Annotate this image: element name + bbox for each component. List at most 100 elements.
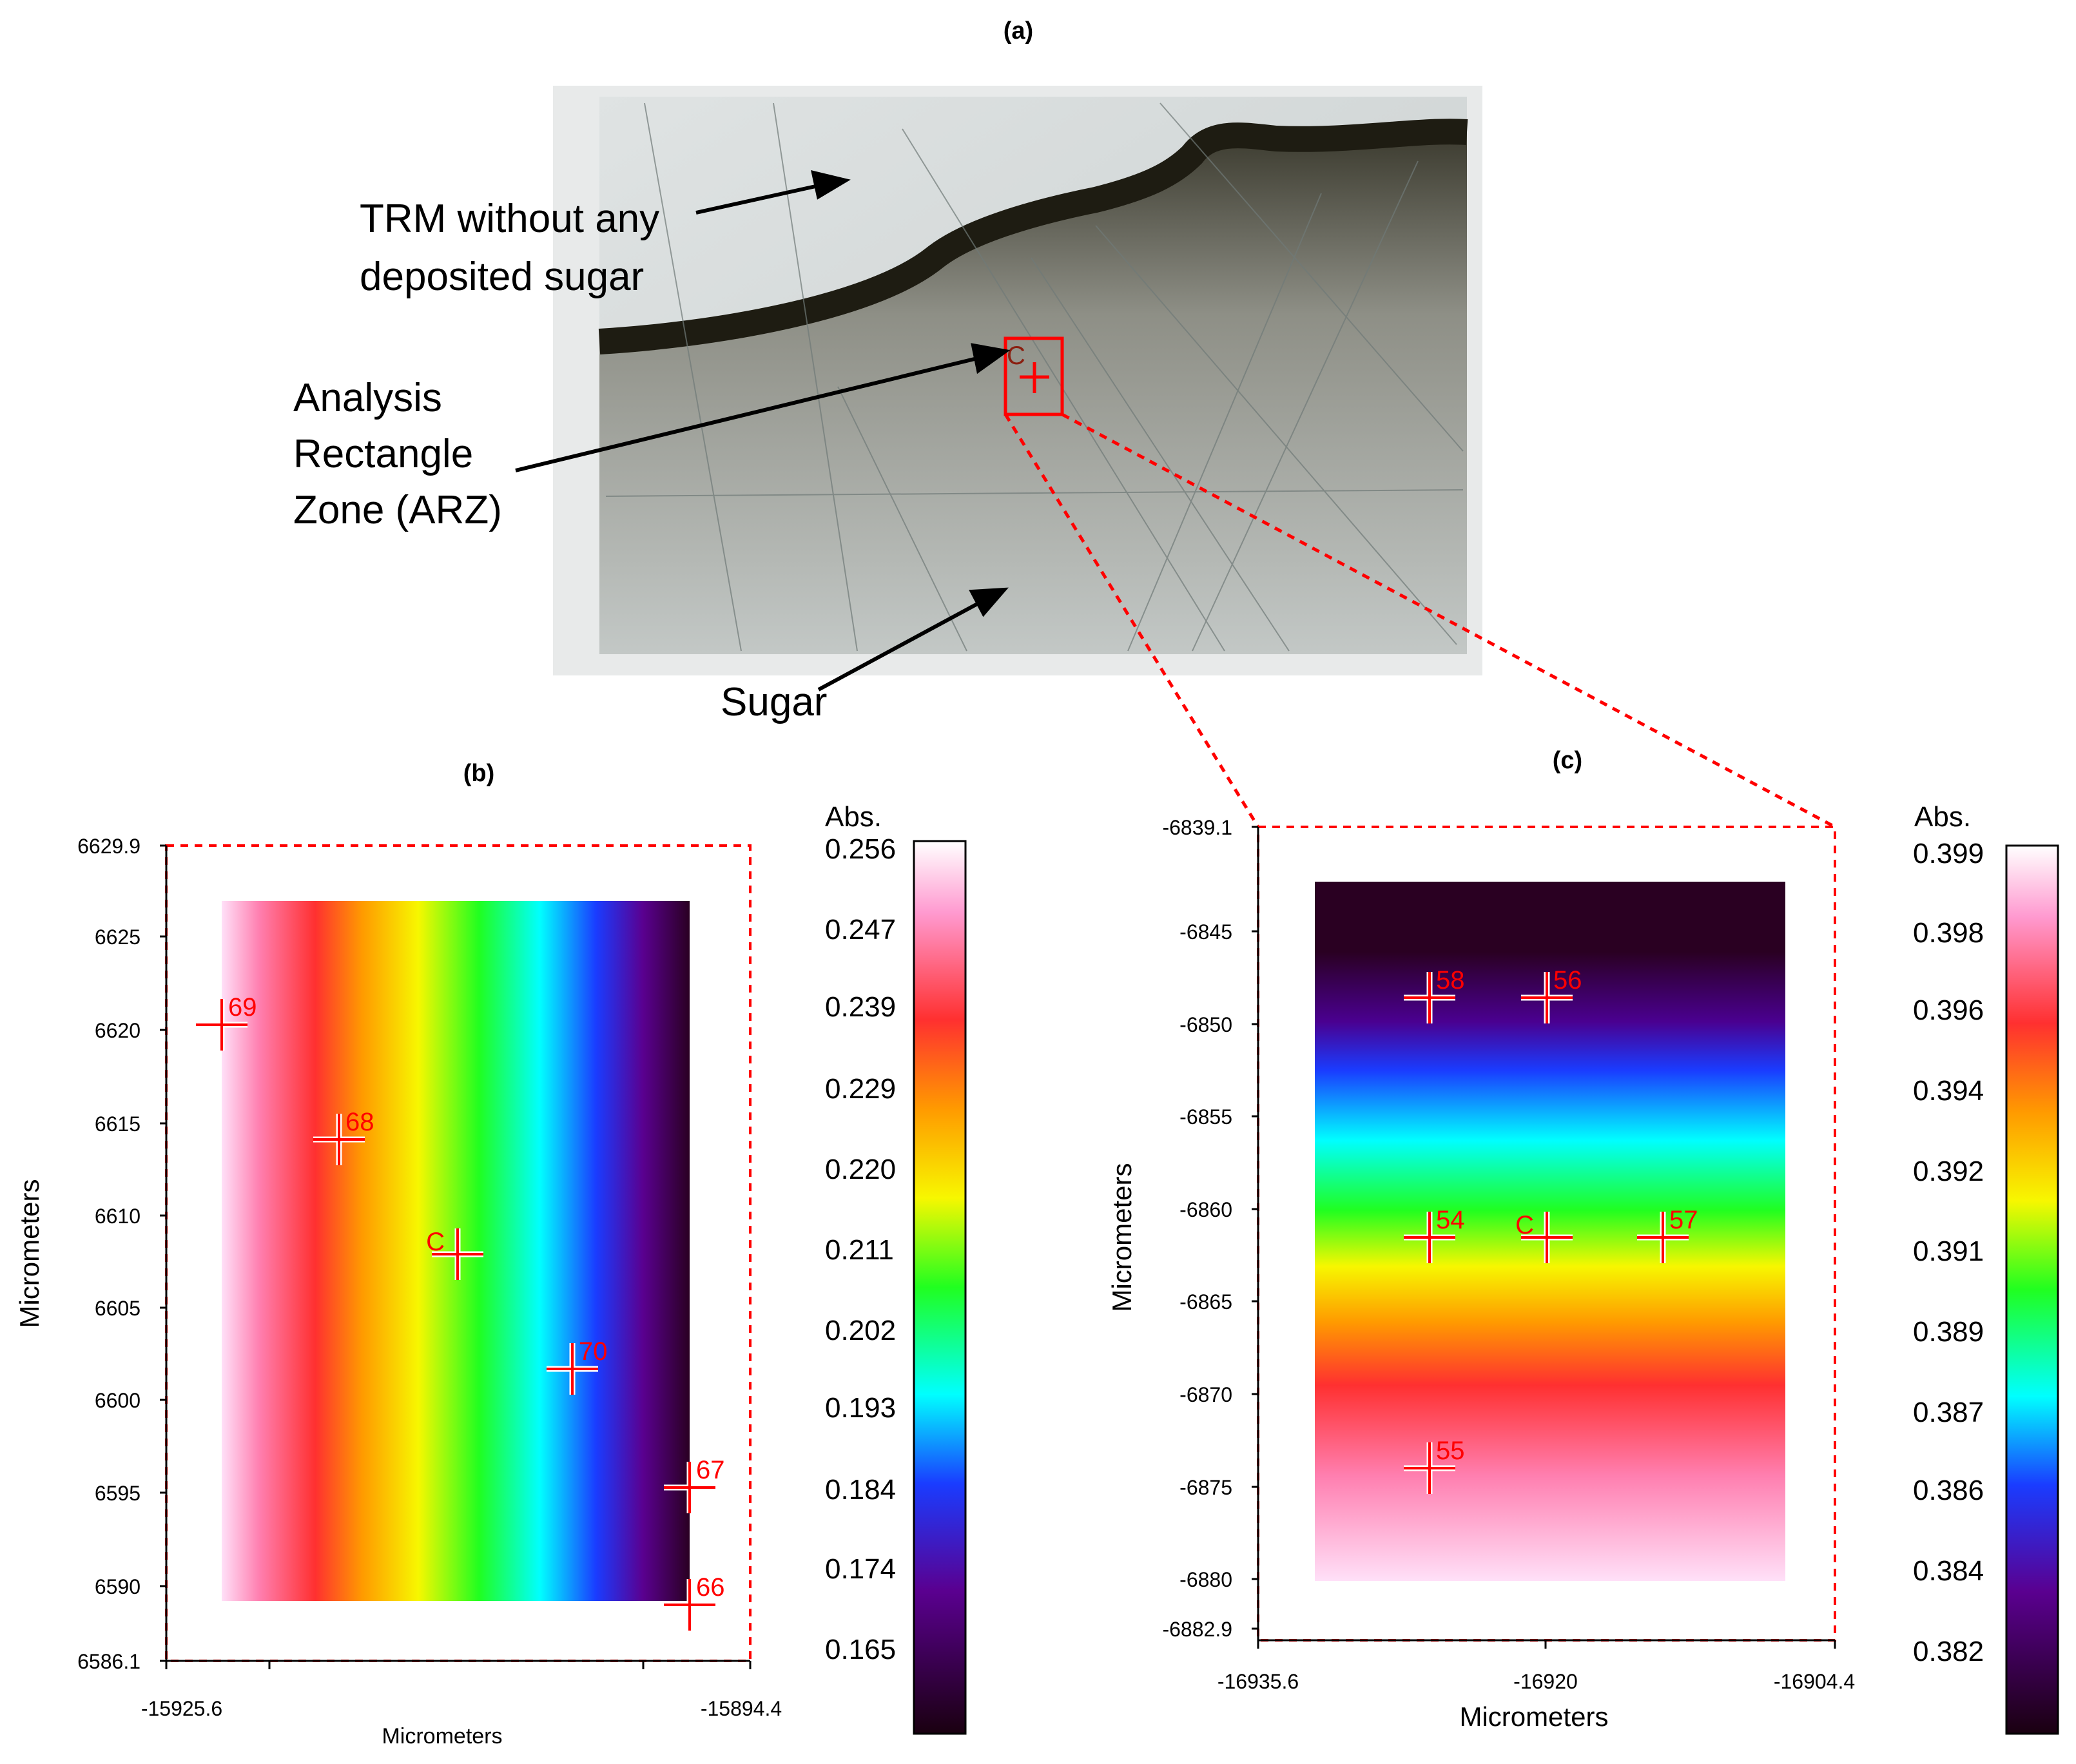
map-c-y-tick-label: -6850 <box>1179 1013 1232 1036</box>
map-point-label: 58 <box>1436 966 1465 994</box>
colorbar-c-tick-label: 0.392 <box>1913 1156 1984 1187</box>
arz-center-cross <box>1020 362 1049 393</box>
map-b-x-tick-label: -15894.4 <box>701 1697 782 1720</box>
colorbar-b-tick-label: 0.165 <box>825 1634 896 1665</box>
colorbar-c-bar <box>2005 844 2059 1735</box>
map-b-x-ticks: -15925.6 -15894.4 <box>141 1661 782 1720</box>
colorbar-b-ticks: 0.256 0.247 0.239 0.229 0.220 0.211 0.202 0.193… <box>825 833 896 1665</box>
colorbar-c-tick-label: 0.399 <box>1913 838 1984 869</box>
map-point-label: 66 <box>696 1573 725 1602</box>
zoom-lines <box>1004 412 1836 829</box>
annotation-trm-line1: TRM without any <box>360 197 659 241</box>
colorbar-b-tick-label: 0.174 <box>825 1553 896 1585</box>
colorbar-c-tick-label: 0.391 <box>1913 1236 1984 1267</box>
map-point-label: C <box>426 1228 445 1256</box>
map-point-label: C <box>1515 1211 1534 1239</box>
annotation-trm-line2: deposited sugar <box>360 255 644 299</box>
arz-rectangle <box>1004 336 1064 416</box>
map-c-point: C <box>1515 1211 1573 1263</box>
map-b-x-tick-label: -15925.6 <box>141 1697 222 1720</box>
map-c-x-ticks: -16935.6 -16920 -16904.4 <box>1217 1640 1855 1693</box>
map-c-point: 55 <box>1404 1437 1465 1494</box>
annotation-arz-line2: Rectangle <box>293 432 473 476</box>
map-c-y-ticks: -6839.1 -6845 -6850 -6855 -6860 -6865 -6870 -68… <box>1162 816 1258 1641</box>
map-b-points: 69 68 C 70 67 66 <box>196 993 725 1631</box>
map-c-x-tick-label: -16935.6 <box>1217 1670 1299 1693</box>
map-c-x-tick-label: -16904.4 <box>1774 1670 1855 1693</box>
map-c-x-label: Micrometers <box>1459 1701 1608 1732</box>
map-c-point: 57 <box>1637 1206 1698 1263</box>
map-point-label: 68 <box>345 1108 374 1136</box>
colorbar-c-tick-label: 0.384 <box>1913 1555 1984 1587</box>
map-c-y-tick-label: -6875 <box>1179 1476 1232 1499</box>
map-b-y-tick-label: 6615 <box>95 1112 141 1136</box>
map-point-label: 69 <box>228 993 257 1022</box>
colorbar-c-tick-label: 0.398 <box>1913 917 1984 949</box>
map-b-y-tick-label: 6595 <box>95 1482 141 1505</box>
arrow-head-trm <box>811 170 851 200</box>
map-b-point: 70 <box>547 1337 608 1395</box>
map-point-label: 57 <box>1669 1206 1698 1234</box>
map-b-y-tick-label: 6590 <box>95 1575 141 1598</box>
colorbar-b-tick-label: 0.184 <box>825 1474 896 1506</box>
map-b-y-tick-label: 6600 <box>95 1389 141 1412</box>
map-c-heatmap <box>1315 882 1785 1581</box>
map-b-y-tick-label: 6625 <box>95 926 141 949</box>
colorbar-c-tick-label: 0.394 <box>1913 1075 1984 1107</box>
map-point-label: 67 <box>696 1456 725 1484</box>
map-c-y-tick-label: -6845 <box>1179 920 1232 944</box>
map-point-label: 54 <box>1436 1206 1465 1234</box>
map-point-label: 70 <box>579 1337 608 1366</box>
map-b-x-label: Micrometers <box>382 1724 502 1749</box>
colorbar-b-bar <box>913 840 967 1735</box>
colorbar-c-tick-label: 0.382 <box>1913 1636 1984 1667</box>
colorbar-b-tick-label: 0.256 <box>825 833 896 865</box>
map-b-y-tick-label: 6605 <box>95 1297 141 1320</box>
panel-c-label: (c) <box>1553 747 1582 774</box>
map-b-point: 66 <box>664 1573 725 1631</box>
colorbar-c-tick-label: 0.396 <box>1913 994 1984 1026</box>
colorbar-c-ticks: 0.399 0.398 0.396 0.394 0.392 0.391 0.389 0.387… <box>1913 838 1984 1667</box>
map-c-y-tick-label: -6880 <box>1179 1568 1232 1591</box>
map-b-point: 68 <box>313 1108 374 1165</box>
map-c-y-tick-label: -6855 <box>1179 1105 1232 1129</box>
map-b-y-tick-label: 6586.1 <box>77 1650 141 1673</box>
map-c-x-tick-label: -16920 <box>1513 1670 1578 1693</box>
micrograph: C <box>553 86 1482 675</box>
map-c-y-label: Micrometers <box>1107 1163 1137 1312</box>
colorbar-b-tick-label: 0.229 <box>825 1073 896 1105</box>
map-b-y-ticks: 6629.9 6625 6620 6615 6610 6605 6600 6595 6590 65… <box>77 835 166 1673</box>
map-c-y-tick-label: -6882.9 <box>1162 1618 1232 1641</box>
colorbar-b-tick-label: 0.247 <box>825 914 896 945</box>
map-point-label: 55 <box>1436 1437 1465 1465</box>
map-point-label: 56 <box>1553 966 1582 994</box>
arrow-head-sugar <box>969 587 1009 617</box>
map-b-point: 69 <box>196 993 257 1051</box>
colorbar-b-title: Abs. <box>825 801 882 833</box>
annotation-arrows <box>515 170 1011 692</box>
colorbar-b-tick-label: 0.239 <box>825 991 896 1023</box>
colorbar-b-tick-label: 0.211 <box>825 1234 894 1266</box>
colorbar-c-tick-label: 0.386 <box>1913 1475 1984 1506</box>
colorbar-b-tick-label: 0.220 <box>825 1154 896 1185</box>
sugar-edge <box>598 119 1468 354</box>
map-c-point: 58 <box>1404 966 1465 1023</box>
map-c-y-tick-label: -6860 <box>1179 1198 1232 1221</box>
arrow-head-arz <box>971 343 1011 374</box>
colorbar-b-tick-label: 0.193 <box>825 1392 896 1424</box>
map-c-points: 58 56 54 C 57 55 <box>1404 966 1698 1494</box>
map-b-y-tick-label: 6629.9 <box>77 835 141 858</box>
map-c-y-tick-label: -6865 <box>1179 1290 1232 1313</box>
annotation-arz-line1: Analysis <box>293 376 442 420</box>
colorbar-c-tick-label: 0.387 <box>1913 1397 1984 1428</box>
panel-b-label: (b) <box>463 760 495 787</box>
map-c-point: 56 <box>1521 966 1582 1023</box>
colorbar-c-tick-label: 0.389 <box>1913 1316 1984 1348</box>
scratch-lines <box>605 102 1464 652</box>
map-b-y-tick-label: 6620 <box>95 1019 141 1042</box>
panel-a-label: (a) <box>1004 17 1033 44</box>
map-b-point: 67 <box>664 1456 725 1513</box>
arz-marker-label: C <box>1007 342 1025 370</box>
map-b-y-label: Micrometers <box>14 1179 44 1328</box>
